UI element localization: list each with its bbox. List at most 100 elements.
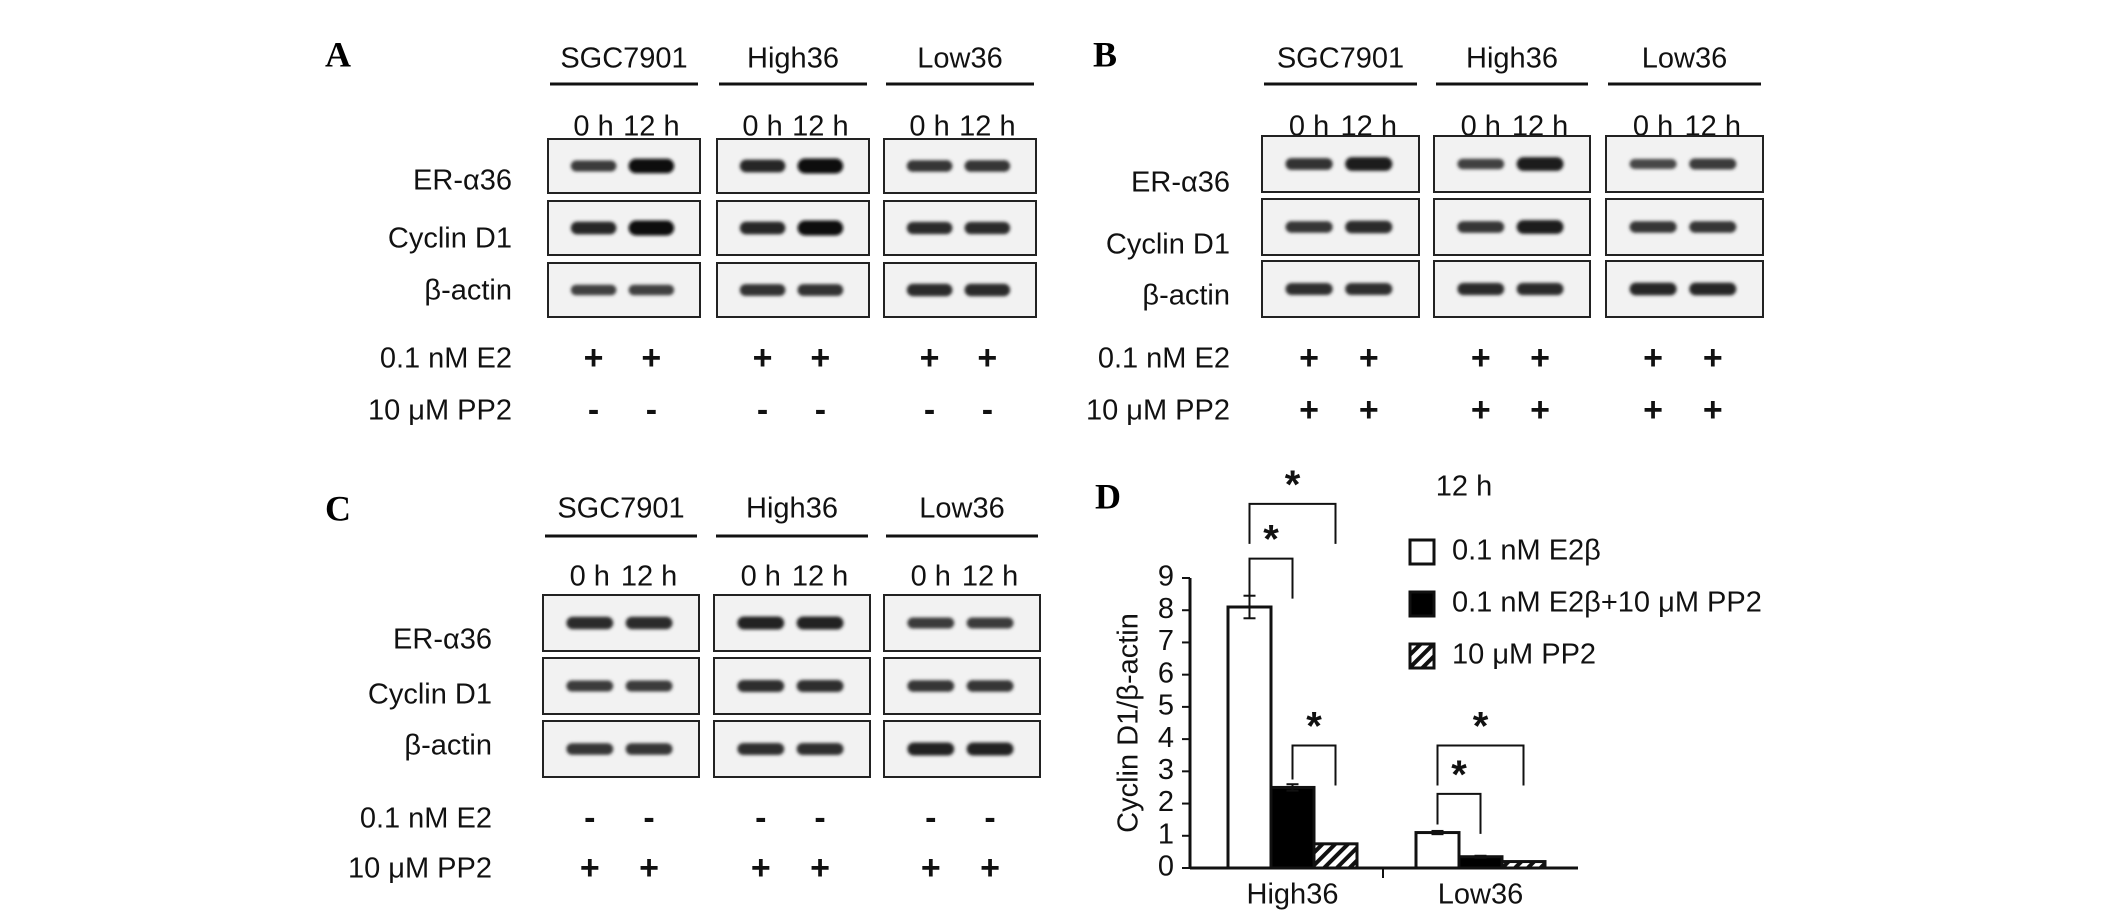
protein-row-label: Cyclin D1 xyxy=(368,679,492,711)
blot-box xyxy=(1605,260,1764,318)
time-label: 0 h xyxy=(741,561,781,593)
protein-band xyxy=(1345,157,1393,171)
protein-band xyxy=(907,742,955,756)
protein-band xyxy=(737,679,785,693)
blot-box xyxy=(1261,135,1420,193)
minus-sign: - xyxy=(646,391,657,429)
legend-item: 0.1 nM E2β+10 μM PP2 xyxy=(1408,587,1762,619)
plus-sign: + xyxy=(753,339,773,377)
protein-band xyxy=(966,680,1014,692)
treatment-label: 10 μM PP2 xyxy=(348,853,492,885)
time-label: 12 h xyxy=(962,561,1018,593)
protein-band xyxy=(1285,158,1333,170)
plus-sign: + xyxy=(1359,339,1379,377)
chart-subtitle: 12 h xyxy=(1436,471,1492,503)
minus-sign: - xyxy=(755,799,766,837)
minus-sign: - xyxy=(982,391,993,429)
significance-bracket: * xyxy=(1248,463,1337,544)
plus-sign: + xyxy=(639,849,659,887)
blot-box xyxy=(547,262,701,318)
y-tick-label: 6 xyxy=(1158,657,1174,689)
protein-band xyxy=(966,742,1014,756)
significance-bracket: * xyxy=(1436,753,1482,834)
protein-band xyxy=(797,284,844,296)
plus-sign: + xyxy=(921,849,941,887)
significance-bracket: * xyxy=(1291,705,1337,786)
time-label: 12 h xyxy=(621,561,677,593)
cell-line-label: SGC7901 xyxy=(1277,43,1404,75)
y-tick-label: 3 xyxy=(1158,754,1174,786)
plus-sign: + xyxy=(977,339,997,377)
legend-label: 10 μM PP2 xyxy=(1452,639,1596,671)
protein-band xyxy=(964,221,1011,235)
protein-band xyxy=(566,680,614,692)
blot-box xyxy=(1433,135,1591,193)
plus-sign: + xyxy=(810,339,830,377)
protein-band xyxy=(1345,220,1393,234)
plus-sign: + xyxy=(1530,339,1550,377)
protein-band xyxy=(628,158,675,174)
western-blot-panels: A SGC7901 0 h 12 h + + - - High36 0 h 12 h + + - - Low3… xyxy=(325,34,1764,887)
blot-box xyxy=(542,720,700,778)
significance-star: * xyxy=(1451,753,1467,797)
protein-row-label: β-actin xyxy=(1142,280,1230,312)
protein-row-label: ER-α36 xyxy=(393,624,492,656)
y-tick-label: 0 xyxy=(1158,851,1174,883)
blot-box xyxy=(716,262,870,318)
protein-band xyxy=(625,616,673,630)
time-label: 0 h xyxy=(911,561,951,593)
protein-band xyxy=(1285,221,1333,233)
protein-band xyxy=(1689,221,1737,233)
blot-box xyxy=(713,657,871,715)
cell-line-label: Low36 xyxy=(919,493,1004,525)
plus-sign: + xyxy=(1703,339,1723,377)
protein-band xyxy=(966,617,1014,629)
plus-sign: + xyxy=(1643,391,1663,429)
legend-swatch xyxy=(1408,590,1436,618)
protein-band xyxy=(1629,282,1677,296)
protein-band xyxy=(796,742,844,756)
protein-band xyxy=(625,680,673,692)
blot-box xyxy=(547,200,701,256)
protein-band xyxy=(964,160,1011,172)
protein-band xyxy=(1629,158,1677,170)
blot-box xyxy=(883,262,1037,318)
cell-line-label: High36 xyxy=(746,493,838,525)
y-tick-label: 4 xyxy=(1158,722,1174,754)
protein-band xyxy=(737,616,785,630)
plus-sign: + xyxy=(1471,391,1491,429)
legend-label: 0.1 nM E2β+10 μM PP2 xyxy=(1452,587,1762,619)
plus-sign: + xyxy=(641,339,661,377)
protein-band xyxy=(1689,158,1737,170)
blot-box xyxy=(1605,198,1764,256)
y-tick-label: 1 xyxy=(1158,818,1174,850)
panel-c: C SGC7901 0 h 12 h - - + + High36 0 h 12 h - - + + Low3… xyxy=(325,488,1041,887)
protein-band xyxy=(797,220,844,236)
protein-band xyxy=(570,284,617,296)
protein-band xyxy=(739,221,786,235)
y-tick-label: 2 xyxy=(1158,786,1174,818)
protein-band xyxy=(906,283,953,297)
minus-sign: - xyxy=(924,391,935,429)
cell-line-label: High36 xyxy=(1466,43,1558,75)
time-label: 12 h xyxy=(792,561,848,593)
x-category-label: High36 xyxy=(1247,879,1339,911)
plus-sign: + xyxy=(584,339,604,377)
legend-swatch xyxy=(1408,538,1436,566)
plus-sign: + xyxy=(751,849,771,887)
minus-sign: - xyxy=(643,799,654,837)
minus-sign: - xyxy=(757,391,768,429)
protein-band xyxy=(1457,282,1505,296)
protein-band xyxy=(739,159,786,173)
blot-box xyxy=(883,594,1041,652)
protein-row-label: ER-α36 xyxy=(1131,167,1230,199)
plus-sign: + xyxy=(980,849,1000,887)
blot-box xyxy=(542,594,700,652)
protein-band xyxy=(628,284,675,296)
treatment-label: 0.1 nM E2 xyxy=(1098,343,1230,375)
minus-sign: - xyxy=(984,799,995,837)
panel-label: C xyxy=(325,488,351,528)
significance-star: * xyxy=(1263,518,1279,562)
